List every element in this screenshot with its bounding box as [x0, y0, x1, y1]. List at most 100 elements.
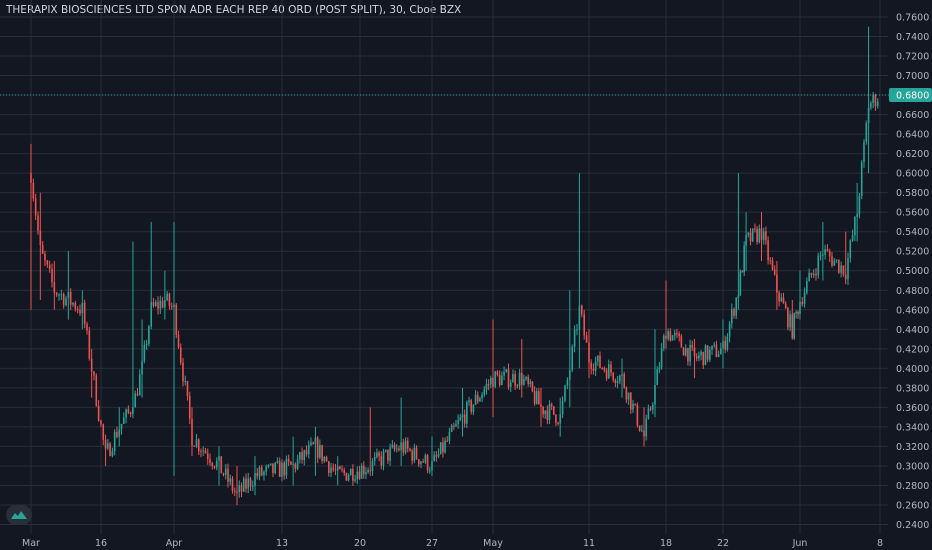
candle-body: [784, 303, 787, 309]
candle-body: [296, 459, 299, 469]
candle-body: [254, 473, 256, 486]
candle-body: [406, 440, 409, 449]
candle-body: [691, 344, 694, 348]
candle-body: [459, 417, 462, 421]
candle-body: [312, 442, 314, 445]
candle-body: [749, 232, 752, 242]
candle-body: [533, 391, 536, 404]
x-tick-label: 16: [95, 538, 107, 549]
x-tick-label: May: [483, 538, 503, 549]
x-tick-label: 8: [877, 538, 883, 549]
candle-body: [118, 429, 121, 437]
candle-body: [494, 371, 497, 387]
candle-body: [74, 302, 77, 310]
candle-body: [281, 462, 283, 477]
candle-body: [531, 381, 534, 392]
candle-body: [310, 442, 312, 446]
tradingview-logo-icon[interactable]: [6, 505, 32, 525]
candle-body: [314, 437, 317, 445]
candle-body: [647, 408, 650, 419]
candle-body: [553, 406, 555, 415]
candle-body: [48, 264, 51, 269]
candle-body: [328, 461, 330, 473]
candle-body: [756, 228, 758, 243]
candle-body: [776, 274, 778, 293]
candle-body: [395, 448, 398, 450]
candle-body: [88, 330, 91, 359]
candle-body: [116, 431, 118, 437]
candle-body: [585, 335, 588, 343]
candle-body: [739, 271, 742, 296]
candle-body: [415, 447, 418, 460]
candle-body: [870, 102, 872, 108]
candle-body: [535, 391, 538, 404]
candle-body: [58, 294, 60, 296]
y-tick-label: 0.5200: [896, 247, 929, 258]
candle-body: [435, 455, 438, 457]
candle-body: [801, 301, 804, 305]
candle-body: [448, 431, 451, 441]
y-tick-label: 0.5800: [896, 188, 929, 199]
x-tick-label: 18: [660, 538, 672, 549]
candle-body: [769, 260, 772, 262]
candle-body: [380, 456, 383, 466]
candle-body: [263, 471, 265, 476]
candle-body: [546, 410, 549, 420]
candle-body: [564, 385, 566, 401]
candle-body: [468, 400, 470, 403]
candle-body: [107, 443, 109, 449]
candle-body: [267, 464, 270, 467]
candle-body: [676, 333, 678, 335]
candle-body: [367, 470, 369, 473]
candle-body: [479, 398, 481, 402]
candle-body: [815, 273, 817, 276]
candle-body: [67, 292, 70, 299]
candle-body: [673, 333, 676, 336]
candle-body: [193, 445, 196, 447]
candle-body: [349, 469, 352, 476]
candle-body: [771, 260, 774, 270]
candle-body: [305, 450, 308, 455]
candle-body: [321, 445, 323, 462]
candle-body: [362, 465, 365, 475]
candle-body: [188, 395, 191, 419]
candle-body: [111, 451, 114, 456]
candle-body: [724, 340, 726, 350]
candle-body: [860, 162, 863, 196]
candle-body: [523, 379, 525, 385]
candle-body: [741, 271, 744, 273]
candle-body: [863, 141, 865, 163]
candle-body: [46, 260, 49, 265]
y-tick-label: 0.4600: [896, 305, 929, 316]
candle-body: [93, 371, 95, 376]
candle-body: [265, 466, 268, 472]
candle-body: [778, 292, 780, 302]
candle-body: [145, 343, 148, 345]
candle-body: [299, 452, 301, 460]
candle-body: [60, 294, 63, 296]
candle-body: [358, 471, 361, 479]
candle-body: [743, 245, 745, 273]
candle-body: [426, 455, 429, 471]
candle-body: [182, 362, 184, 382]
y-tick-label: 0.3400: [896, 422, 929, 433]
candle-body: [509, 382, 512, 388]
candle-body: [747, 232, 750, 235]
candle-body: [356, 471, 359, 480]
candle-body: [274, 462, 276, 474]
candle-body: [444, 440, 446, 453]
y-tick-label: 0.3000: [896, 461, 929, 472]
candle-body: [213, 465, 216, 468]
candle-body: [134, 393, 137, 408]
candle-body: [132, 407, 134, 414]
candle-body: [157, 302, 159, 309]
candle-body: [446, 440, 449, 442]
candle-body: [717, 354, 720, 357]
candle-body: [369, 470, 372, 472]
candle-body: [518, 372, 521, 387]
candle-body: [400, 442, 402, 451]
candle-body: [844, 274, 847, 280]
candle-body: [854, 216, 856, 236]
candle-body: [177, 334, 180, 348]
